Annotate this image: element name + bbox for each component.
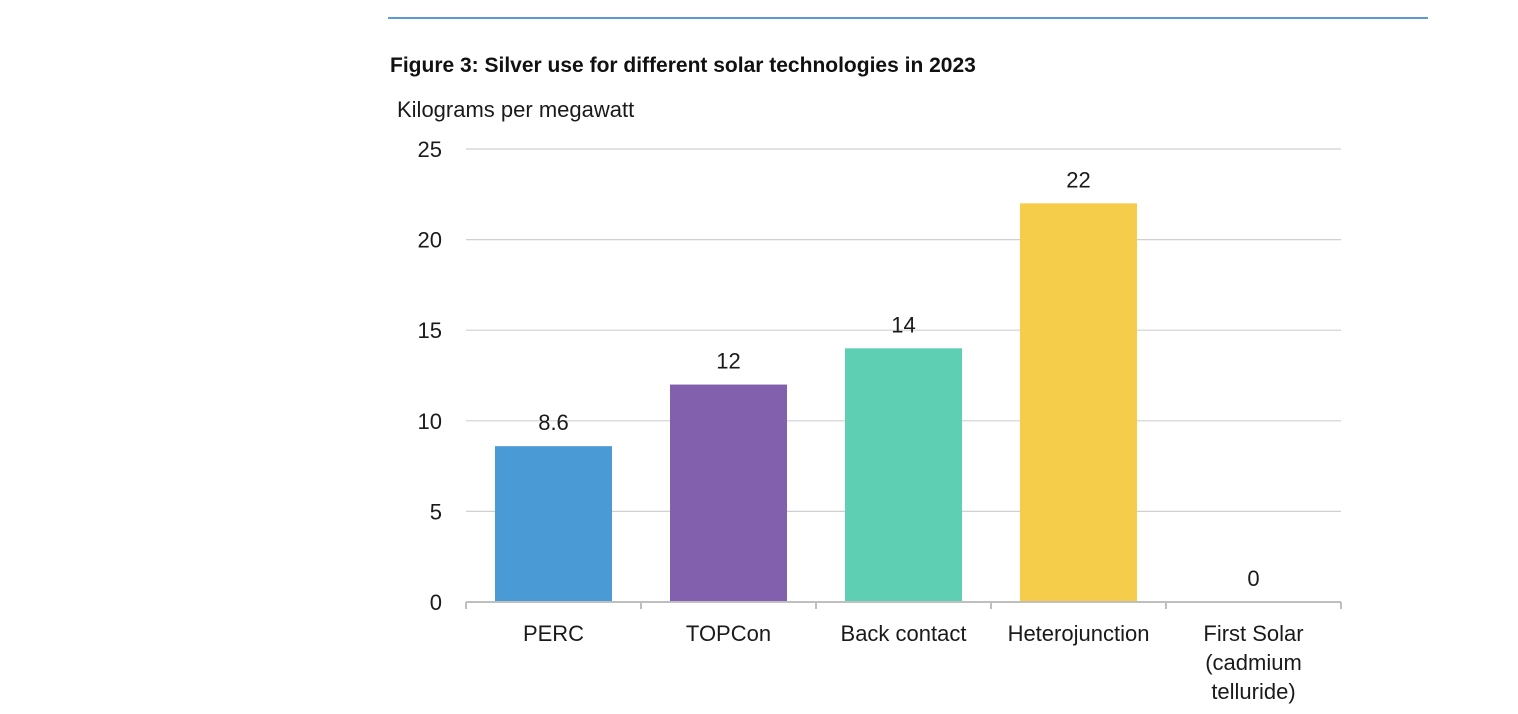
figure-title: Figure 3: Silver use for different solar… <box>390 54 976 77</box>
y-tick-label: 20 <box>418 228 442 253</box>
y-tick-label: 5 <box>430 499 442 524</box>
x-tick-label-line: First Solar <box>1203 621 1303 646</box>
data-label: 12 <box>716 349 740 374</box>
y-axis-label: Kilograms per megawatt <box>397 97 634 122</box>
data-label: 0 <box>1247 566 1259 591</box>
bar <box>845 348 962 602</box>
x-tick-label-line: Heterojunction <box>1008 621 1150 646</box>
bar <box>1020 203 1137 603</box>
x-tick-label: PERC <box>523 621 584 646</box>
x-tick-labels: PERC TOPCon Back contact Heterojunction Firs… <box>523 621 1304 704</box>
y-tick-label: 10 <box>418 409 442 434</box>
bars <box>495 203 1137 603</box>
bar <box>670 384 787 602</box>
bar <box>495 446 612 602</box>
top-rule-divider <box>388 17 1428 19</box>
x-tick-label-line: (cadmium <box>1205 650 1302 675</box>
x-tick-label-line: telluride) <box>1211 679 1295 704</box>
x-tick-label-line: PERC <box>523 621 584 646</box>
x-axis <box>465 601 1342 609</box>
x-tick-label: Heterojunction <box>1008 621 1150 646</box>
data-label: 14 <box>891 312 915 337</box>
y-tick-label: 25 <box>418 137 442 162</box>
x-tick-label: TOPCon <box>686 621 771 646</box>
x-tick-label-line: Back contact <box>841 621 967 646</box>
y-tick-labels: 0 5 10 15 20 25 <box>418 137 442 615</box>
y-tick-label: 15 <box>418 318 442 343</box>
data-label: 22 <box>1066 167 1090 192</box>
y-tick-label: 0 <box>430 590 442 615</box>
x-tick-label: Back contact <box>841 621 967 646</box>
x-tick-label: First Solar (cadmium telluride) <box>1203 621 1303 704</box>
data-labels: 8.6 12 14 22 0 <box>538 167 1259 591</box>
x-tick-label-line: TOPCon <box>686 621 771 646</box>
data-label: 8.6 <box>538 410 569 435</box>
